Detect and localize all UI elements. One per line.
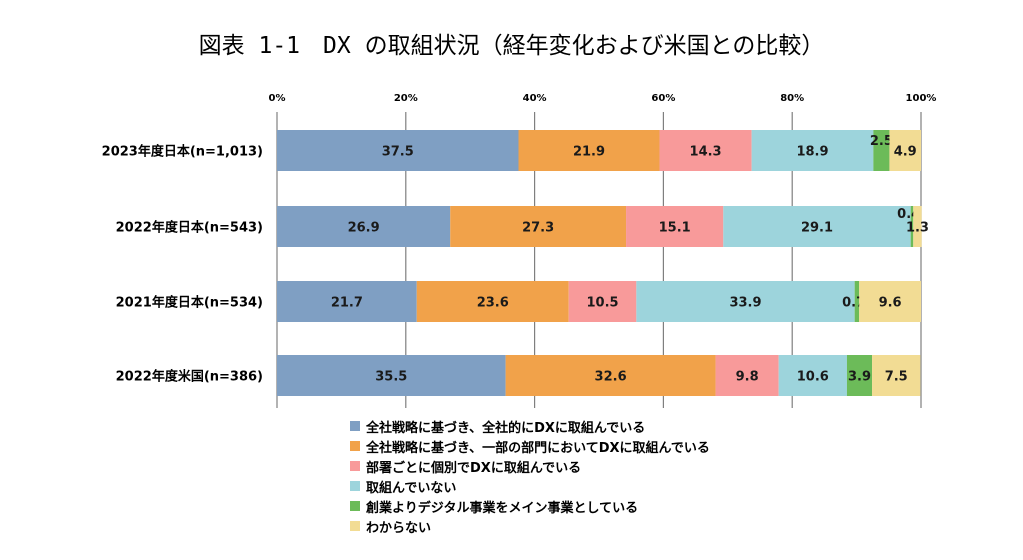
bar-segment [778, 355, 847, 396]
data-label: 33.9 [729, 296, 761, 311]
bar-segment [277, 281, 417, 322]
legend-swatch [350, 461, 360, 471]
data-label: 37.5 [382, 145, 414, 160]
bar-segment [277, 206, 451, 247]
bar-segment [859, 281, 921, 322]
bar-segment [277, 355, 506, 396]
legend-label: 全社戦略に基づき、全社的にDXに取組んでいる [366, 420, 646, 436]
bar-segment [626, 206, 724, 247]
bar-segment [518, 130, 660, 171]
bar-segment [913, 206, 922, 247]
category-label: 2021年度日本(n=534) [116, 295, 263, 311]
legend-item: 創業よりデジタル事業をメイン事業としている [350, 496, 710, 516]
bar-segment [910, 206, 914, 247]
data-label: 18.9 [796, 145, 828, 160]
data-label: 21.9 [573, 145, 605, 160]
bar-segment [277, 130, 519, 171]
legend-item: わからない [350, 516, 710, 536]
data-label: 4.9 [894, 145, 917, 160]
data-label: 1.3 [906, 221, 929, 236]
data-label: 9.8 [736, 370, 759, 385]
data-label: 29.1 [801, 221, 833, 236]
data-label: 9.6 [879, 296, 902, 311]
category-label: 2023年度日本(n=1,013) [102, 144, 263, 160]
bars: 37.5 21.9 14.3 18.92.54.926.9 27.3 15.1 29.10.… [277, 130, 929, 396]
bar-segment [751, 130, 874, 171]
legend-label: 取組んでいない [366, 480, 457, 496]
data-label: 2.5 [870, 134, 893, 149]
data-label: 15.1 [659, 221, 691, 236]
bar-segment [715, 355, 779, 396]
bar-segment [873, 130, 890, 171]
legend-item: 部署ごとに個別でDXに取組んでいる [350, 456, 710, 476]
bar-segment [416, 281, 569, 322]
bar-segment [872, 355, 921, 396]
data-label: 3.9 [848, 370, 871, 385]
bar-segment [846, 355, 873, 396]
legend-item: 全社戦略に基づき、全社的にDXに取組んでいる [350, 416, 710, 436]
legend-swatch [350, 441, 360, 451]
legend-label: 部署ごとに個別でDXに取組んでいる [366, 460, 582, 476]
category-label: 2022年度米国(n=386) [116, 369, 263, 385]
data-label: 14.3 [690, 145, 722, 160]
bar-segment [568, 281, 637, 322]
legend-swatch [350, 501, 360, 511]
legend: 全社戦略に基づき、全社的にDXに取組んでいる全社戦略に基づき、一部の部門において… [350, 416, 710, 536]
data-label: 10.5 [587, 296, 619, 311]
x-tick-label: 100% [906, 93, 937, 104]
legend-swatch [350, 481, 360, 491]
data-label: 10.6 [797, 370, 829, 385]
bar-segment [450, 206, 627, 247]
category-labels: 2023年度日本(n=1,013) 2022年度日本(n=543) 2021年度日本… [102, 144, 263, 385]
x-tick-label: 80% [780, 93, 804, 104]
bar-segment [659, 130, 752, 171]
x-tick-label: 60% [651, 93, 675, 104]
bar-segment [889, 130, 921, 171]
legend-swatch [350, 521, 360, 531]
legend-swatch [350, 421, 360, 431]
bar-segment [723, 206, 911, 247]
bar-segment [636, 281, 855, 322]
data-label: 27.3 [522, 221, 554, 236]
data-label: 7.5 [885, 370, 908, 385]
x-axis-ticks: 0% 20% 40% 60% 80% 100% [269, 93, 937, 104]
data-label: 32.6 [595, 370, 627, 385]
chart-title: 図表 1-1 DX の取組状況（経年変化および米国との比較） [198, 33, 825, 59]
legend-item: 全社戦略に基づき、一部の部門においてDXに取組んでいる [350, 436, 710, 456]
data-label: 23.6 [477, 296, 509, 311]
bar-segment [505, 355, 716, 396]
data-label: 26.9 [348, 221, 380, 236]
legend-label: 創業よりデジタル事業をメイン事業としている [366, 500, 639, 516]
data-label: 35.5 [375, 370, 407, 385]
legend-item: 取組んでいない [350, 476, 710, 496]
legend-label: 全社戦略に基づき、一部の部門においてDXに取組んでいる [366, 440, 710, 456]
x-tick-label: 40% [523, 93, 547, 104]
x-tick-label: 0% [269, 93, 286, 104]
legend-label: わからない [366, 520, 432, 536]
data-label: 21.7 [331, 296, 363, 311]
x-tick-label: 20% [394, 93, 418, 104]
category-label: 2022年度日本(n=543) [116, 220, 263, 236]
bar-segment [854, 281, 860, 322]
